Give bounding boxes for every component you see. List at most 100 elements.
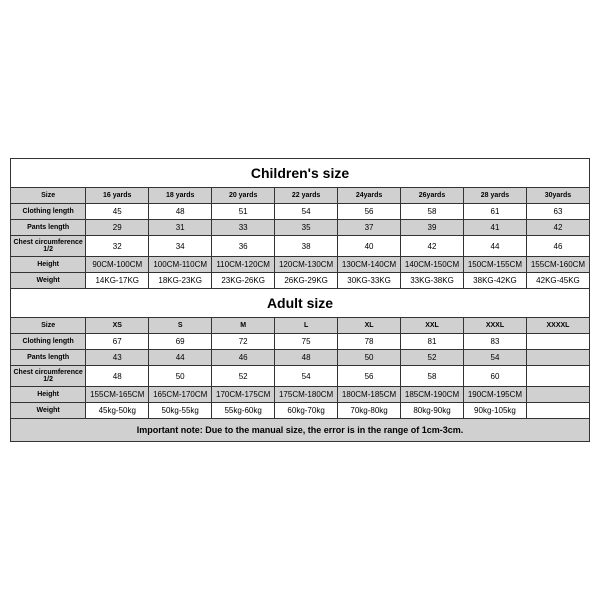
- table-row: Height 90CM-100CM 100CM-110CM 110CM-120C…: [11, 257, 590, 273]
- cell: 29: [86, 220, 149, 236]
- cell: 51: [212, 204, 275, 220]
- table-row: Chest circumference 1/2 32 34 36 38 40 4…: [11, 236, 590, 257]
- col-header: 26yards: [401, 188, 464, 204]
- cell: 70kg-80kg: [338, 403, 401, 419]
- cell: 38: [275, 236, 338, 257]
- cell: 190CM-195CM: [463, 387, 526, 403]
- cell: 50kg-55kg: [149, 403, 212, 419]
- cell: 175CM-180CM: [275, 387, 338, 403]
- cell: 50: [149, 366, 212, 387]
- cell: 165CM-170CM: [149, 387, 212, 403]
- row-label: Weight: [11, 273, 86, 289]
- col-header: S: [149, 318, 212, 334]
- table-row: Chest circumference 1/2 48 50 52 54 56 5…: [11, 366, 590, 387]
- cell: 44: [463, 236, 526, 257]
- cell: 67: [86, 334, 149, 350]
- cell: 36: [212, 236, 275, 257]
- cell: 60: [463, 366, 526, 387]
- cell: 81: [401, 334, 464, 350]
- cell: 26KG-29KG: [275, 273, 338, 289]
- col-header: Size: [11, 188, 86, 204]
- cell: 72: [212, 334, 275, 350]
- table-row: Weight 14KG-17KG 18KG-23KG 23KG-26KG 26K…: [11, 273, 590, 289]
- cell: 31: [149, 220, 212, 236]
- cell: 56: [338, 204, 401, 220]
- cell: [526, 403, 589, 419]
- cell: 54: [275, 204, 338, 220]
- row-label: Chest circumference 1/2: [11, 236, 86, 257]
- cell: 52: [401, 350, 464, 366]
- col-header: M: [212, 318, 275, 334]
- cell: 50: [338, 350, 401, 366]
- cell: 45: [86, 204, 149, 220]
- cell: 37: [338, 220, 401, 236]
- row-label: Pants length: [11, 350, 86, 366]
- cell: 78: [338, 334, 401, 350]
- cell: 180CM-185CM: [338, 387, 401, 403]
- row-label: Height: [11, 387, 86, 403]
- col-header: 30yards: [526, 188, 589, 204]
- cell: 48: [149, 204, 212, 220]
- row-label: Clothing length: [11, 204, 86, 220]
- cell: 48: [275, 350, 338, 366]
- cell: 32: [86, 236, 149, 257]
- cell: 90CM-100CM: [86, 257, 149, 273]
- cell: [526, 334, 589, 350]
- col-header: XS: [86, 318, 149, 334]
- cell: 83: [463, 334, 526, 350]
- cell: 60kg-70kg: [275, 403, 338, 419]
- cell: 155CM-165CM: [86, 387, 149, 403]
- col-header: 28 yards: [463, 188, 526, 204]
- table-row: Clothing length 67 69 72 75 78 81 83: [11, 334, 590, 350]
- adult-header-row: Size XS S M L XL XXL XXXL XXXXL: [11, 318, 590, 334]
- row-label: Clothing length: [11, 334, 86, 350]
- adult-title: Adult size: [11, 289, 590, 318]
- cell: 155CM-160CM: [526, 257, 589, 273]
- cell: 44: [149, 350, 212, 366]
- cell: 14KG-17KG: [86, 273, 149, 289]
- cell: 40: [338, 236, 401, 257]
- cell: 42KG-45KG: [526, 273, 589, 289]
- cell: 170CM-175CM: [212, 387, 275, 403]
- children-header-row: Size 16 yards 18 yards 20 yards 22 yards…: [11, 188, 590, 204]
- col-header: 16 yards: [86, 188, 149, 204]
- cell: 46: [526, 236, 589, 257]
- cell: 58: [401, 366, 464, 387]
- cell: 120CM-130CM: [275, 257, 338, 273]
- table-row: Pants length 29 31 33 35 37 39 41 42: [11, 220, 590, 236]
- row-label: Chest circumference 1/2: [11, 366, 86, 387]
- row-label: Height: [11, 257, 86, 273]
- cell: 52: [212, 366, 275, 387]
- cell: 100CM-110CM: [149, 257, 212, 273]
- cell: 39: [401, 220, 464, 236]
- col-header: XXXL: [463, 318, 526, 334]
- cell: 35: [275, 220, 338, 236]
- cell: 41: [463, 220, 526, 236]
- cell: 61: [463, 204, 526, 220]
- table-row: Weight 45kg-50kg 50kg-55kg 55kg-60kg 60k…: [11, 403, 590, 419]
- col-header: XL: [338, 318, 401, 334]
- col-header: L: [275, 318, 338, 334]
- cell: 58: [401, 204, 464, 220]
- col-header: 22 yards: [275, 188, 338, 204]
- cell: [526, 387, 589, 403]
- cell: 75: [275, 334, 338, 350]
- important-note: Important note: Due to the manual size, …: [11, 419, 590, 442]
- cell: 140CM-150CM: [401, 257, 464, 273]
- cell: 54: [463, 350, 526, 366]
- col-header: 24yards: [338, 188, 401, 204]
- cell: 43: [86, 350, 149, 366]
- cell: 55kg-60kg: [212, 403, 275, 419]
- col-header: 18 yards: [149, 188, 212, 204]
- cell: 23KG-26KG: [212, 273, 275, 289]
- cell: 69: [149, 334, 212, 350]
- cell: 34: [149, 236, 212, 257]
- col-header: Size: [11, 318, 86, 334]
- cell: 48: [86, 366, 149, 387]
- size-chart: Children's size Size 16 yards 18 yards 2…: [10, 158, 590, 442]
- cell: [526, 350, 589, 366]
- cell: 90kg-105kg: [463, 403, 526, 419]
- cell: 54: [275, 366, 338, 387]
- col-header: XXL: [401, 318, 464, 334]
- table-row: Height 155CM-165CM 165CM-170CM 170CM-175…: [11, 387, 590, 403]
